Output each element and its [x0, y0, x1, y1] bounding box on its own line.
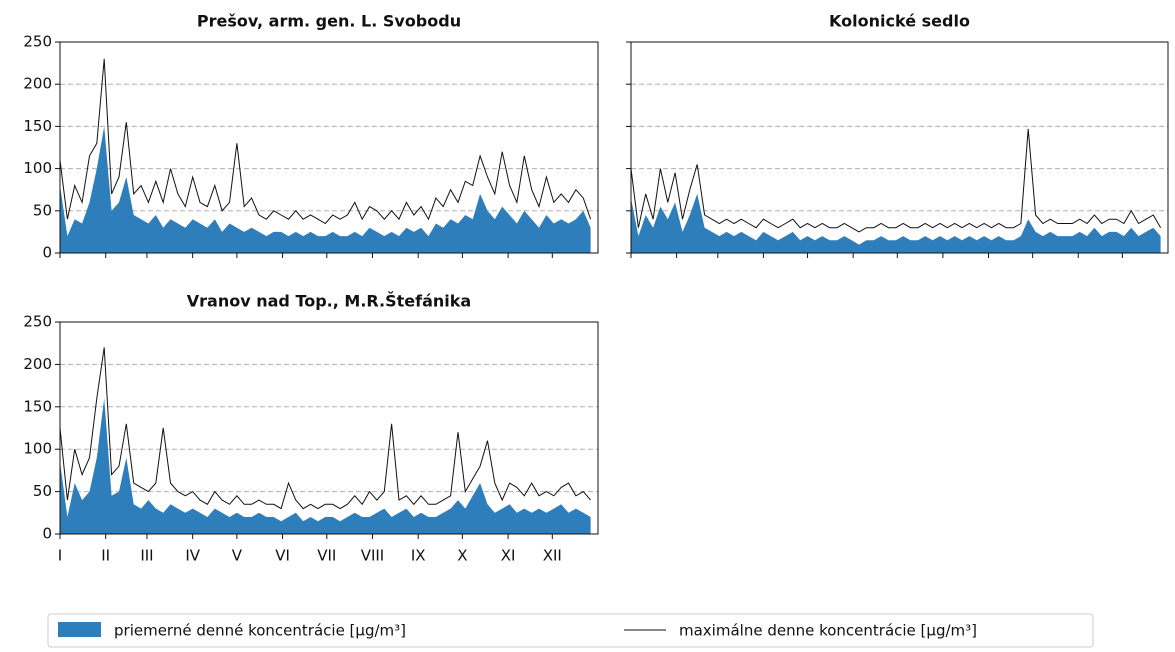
legend-swatch: [58, 622, 101, 637]
plot-frame: [630, 41, 1169, 254]
plot-frame: [59, 321, 599, 535]
x-tick-label: II: [101, 547, 110, 565]
legend-label: maximálne denne koncentrácie [µg/m³]: [679, 622, 977, 640]
x-tick-label: IX: [411, 547, 426, 565]
y-tick-label: 100: [23, 159, 52, 177]
x-tick-label: X: [457, 547, 467, 565]
y-tick-label: 250: [23, 313, 52, 331]
x-tick-label: IV: [185, 547, 200, 565]
y-tick-label: 200: [23, 355, 52, 373]
y-tick-label: 250: [23, 33, 52, 51]
y-tick-label: 100: [23, 440, 52, 458]
y-tick-label: 200: [23, 75, 52, 93]
line: [59, 58, 592, 225]
y-tick-label: 0: [42, 525, 52, 543]
y-tick-label: 0: [42, 244, 52, 262]
y-tick-label: 50: [33, 201, 52, 219]
x-tick-label: VIII: [361, 547, 385, 565]
x-tick-label: XII: [543, 547, 562, 565]
x-tick-label: VII: [317, 547, 336, 565]
y-tick-label: 50: [33, 482, 52, 500]
x-tick-label: I: [58, 547, 62, 565]
x-tick-label: V: [232, 547, 243, 565]
chart-title: Kolonické sedlo: [829, 12, 970, 31]
x-tick-label: XI: [501, 547, 516, 565]
line: [630, 128, 1162, 233]
legend-box: [47, 613, 1094, 648]
y-tick-label: 150: [23, 397, 52, 415]
legend-label: priemerné denné koncentrácie [µg/m³]: [114, 622, 406, 640]
x-tick-label: III: [140, 547, 153, 565]
plot-frame: [59, 41, 599, 254]
chart-title: Prešov, arm. gen. L. Svobodu: [197, 12, 461, 31]
chart-title: Vranov nad Top., M.R.Štefánika: [187, 292, 471, 311]
y-tick-label: 150: [23, 117, 52, 135]
area: [631, 193, 1161, 253]
area: [60, 126, 591, 253]
x-tick-label: VI: [275, 547, 290, 565]
area: [60, 398, 591, 534]
line: [59, 347, 591, 510]
